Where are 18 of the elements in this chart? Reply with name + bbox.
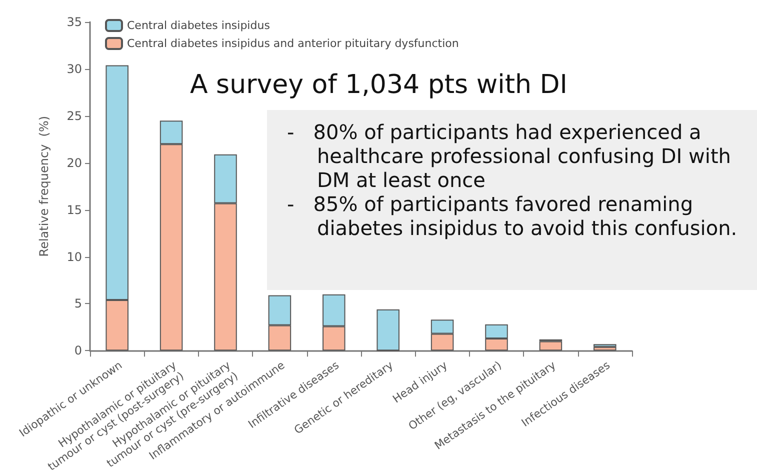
y-tick-label: 10 [66,250,82,264]
annotation: - 80% of participants had experienced a healthcare professional confusing DI with DM at least once [286,120,732,192]
y-tick-label: 5 [74,296,82,311]
legend-label: Central diabetes insipidus [127,19,270,32]
note-panel: - 80% of participants had experienced a healthcare professional confusing DI with DM at least once - 85% of participants favored renaming diabetes insipidus to avoid this confusion. [267,110,757,290]
y-tick-label: 35 [66,15,82,29]
y-tick-label: 0 [74,344,82,358]
bar [539,341,562,351]
y-tick-label: 25 [66,108,82,123]
bar [376,309,400,351]
bar [594,346,616,351]
y-tick-label: 15 [66,202,82,217]
legend-label: Central diabetes insipidus and anterior pituitary dysfunction [127,37,459,50]
annotation: - 85% of participants favored renaming diabetes insipidus to avoid this confusion. [286,192,738,240]
y-tick-label: 20 [66,156,82,170]
y-axis-title: Relative frequency (%) [37,116,51,257]
annotation: A survey of 1,034 pts with DI [190,70,568,100]
y-tick-label: 30 [66,62,82,76]
